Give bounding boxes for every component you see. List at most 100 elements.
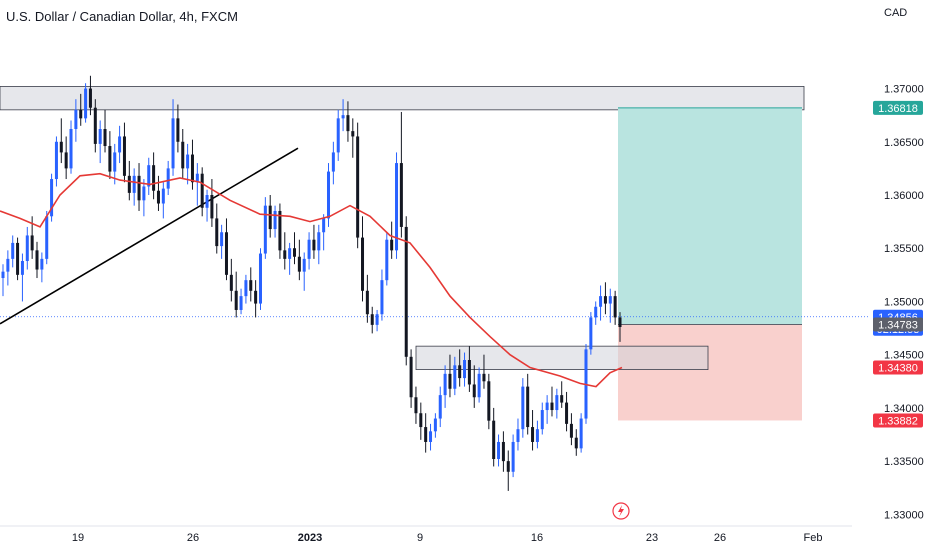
candle-body: [132, 175, 136, 193]
candle-body: [234, 290, 238, 310]
candle-body: [550, 402, 554, 411]
candle-body: [288, 248, 292, 259]
candle-body: [176, 118, 180, 142]
candle-body: [608, 296, 612, 304]
candle-body: [501, 441, 505, 462]
candle-body: [438, 395, 442, 419]
candle-body: [579, 418, 583, 449]
candle-body: [326, 171, 331, 219]
price-axis: 1.37000 1.36500 1.36000 1.35500 1.35000 1.345…: [884, 84, 924, 522]
candle-body: [224, 232, 228, 275]
candle-body: [477, 373, 481, 398]
candle-body: [229, 274, 233, 291]
price-tick-label: 1.33000: [884, 509, 924, 521]
candle-body: [506, 461, 510, 472]
candle-body: [365, 290, 369, 315]
candle-body: [122, 136, 126, 176]
candle-body: [458, 365, 462, 379]
candle-body: [482, 373, 486, 382]
candle-body: [263, 205, 267, 254]
price-tag: [873, 100, 923, 115]
candle-body: [292, 248, 297, 257]
candle-body: [152, 165, 156, 191]
candle-body: [419, 413, 423, 428]
candle-body: [103, 129, 107, 147]
price-tag-label: 1.33882: [878, 415, 918, 427]
candle-body: [69, 129, 73, 169]
candle-body: [210, 195, 214, 219]
candle-body: [511, 441, 515, 472]
price-tag: [873, 413, 923, 428]
price-tag-label: 1.34380: [878, 362, 918, 374]
candle-body: [395, 163, 399, 251]
candle-body: [244, 280, 248, 297]
time-axis: 19 26 2023 9 16 23 26 Feb: [72, 532, 823, 544]
candle-body: [492, 420, 496, 459]
candle-body: [463, 360, 467, 379]
time-tick-label: 26: [187, 532, 199, 544]
trendline: [0, 147, 299, 325]
candle-body: [385, 239, 389, 281]
candle-body: [35, 250, 39, 270]
candle-body: [6, 258, 10, 272]
candle-body: [589, 317, 593, 350]
candle-body: [84, 88, 88, 119]
support-zone: [415, 345, 709, 370]
candle-body: [186, 154, 190, 169]
price-tag: [873, 317, 923, 332]
candle-body: [278, 210, 282, 251]
candle-body: [59, 141, 63, 153]
candle-body: [40, 258, 44, 270]
profit-zone: [618, 107, 802, 325]
price-tick-label: 1.36000: [884, 190, 924, 202]
price-tag: [873, 360, 923, 375]
time-tick-label: 26: [714, 532, 726, 544]
candle-body: [613, 296, 617, 318]
candle-body: [297, 256, 301, 272]
candle-body: [404, 226, 408, 357]
candle-body: [399, 163, 403, 227]
candle-body: [453, 365, 457, 389]
price-tick-label: 1.36500: [884, 137, 924, 149]
candle-body: [108, 146, 112, 172]
candle-body: [50, 179, 54, 217]
price-tick-label: 1.34500: [884, 350, 924, 362]
candle-body: [239, 296, 243, 310]
time-tick-label: 19: [72, 532, 84, 544]
candle-body: [555, 395, 559, 411]
candle-body: [273, 210, 277, 230]
candle-body: [88, 88, 92, 108]
candle-body: [11, 242, 15, 259]
candle-body: [560, 395, 564, 403]
time-tick-label: Feb: [804, 532, 823, 544]
candle-body: [603, 296, 607, 304]
candle-body: [195, 173, 199, 183]
candle-body: [336, 118, 340, 153]
candle-body: [414, 397, 418, 414]
candle-body: [190, 154, 194, 183]
candle-body: [540, 410, 544, 430]
candle-body: [156, 190, 160, 204]
candle-body: [516, 429, 520, 442]
price-tag-label: 1.36818: [878, 103, 918, 115]
candle-body: [161, 188, 165, 204]
candle-body: [375, 314, 379, 325]
candle-body: [215, 218, 219, 247]
candle-body: [147, 165, 151, 187]
candles: [1, 75, 622, 491]
candle-body: [351, 131, 355, 137]
candle-body: [30, 235, 34, 251]
candle-body: [317, 232, 321, 251]
candle-body: [45, 216, 49, 259]
candle-body: [497, 441, 501, 459]
candle-body: [409, 356, 413, 398]
resistance-zone: [0, 86, 805, 111]
candle-body: [443, 373, 447, 396]
candle-body: [331, 152, 335, 172]
time-tick-label: 2023: [298, 532, 322, 544]
candle-body: [526, 386, 530, 428]
currency-label: CAD: [884, 7, 908, 19]
candle-body: [98, 129, 102, 144]
candle-body: [531, 427, 535, 442]
